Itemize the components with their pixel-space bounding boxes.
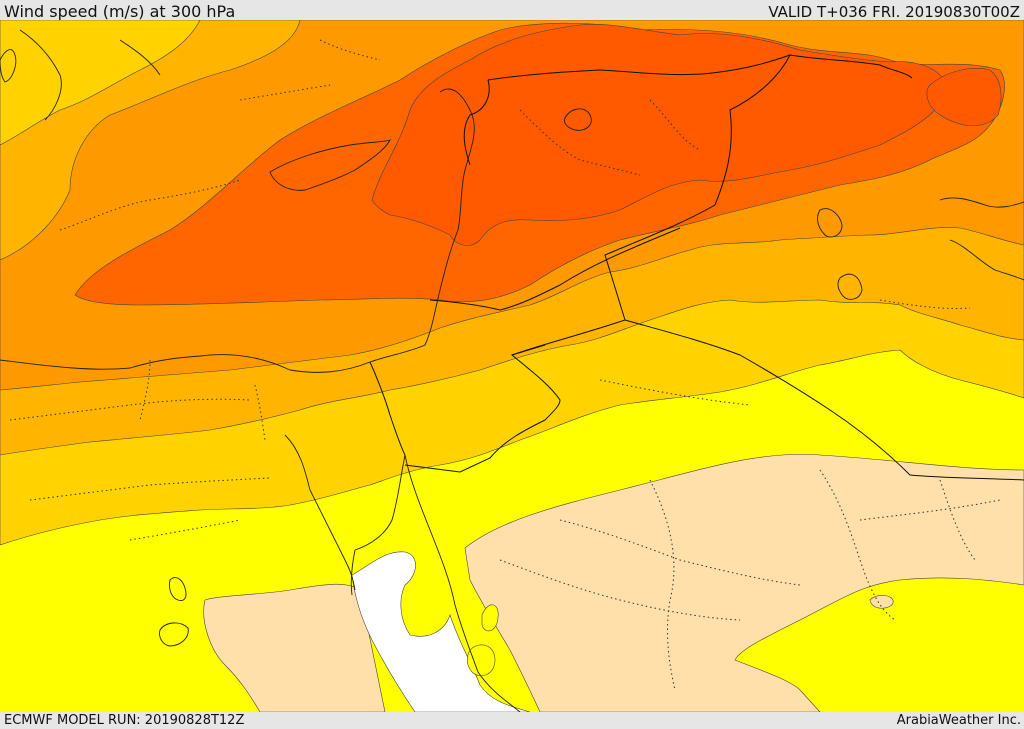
model-run: ECMWF MODEL RUN: 20190828T12Z [4,713,245,728]
band-yellow-spot2 [481,604,499,632]
band-yellow-spot1 [466,644,496,676]
footer-bar: ECMWF MODEL RUN: 20190828T12Z ArabiaWeat… [0,712,1024,729]
map-title: Wind speed (m/s) at 300 hPa [4,2,236,21]
band-red-orange [371,24,946,246]
band-red-orange-east [926,68,1002,126]
map-canvas [0,20,1024,712]
credit: ArabiaWeather Inc. [896,713,1021,728]
band-tan-arabia [464,453,1024,712]
wind-speed-map [0,20,1024,712]
admin-boundaries [9,39,1001,691]
country-borders [369,54,1024,481]
header-bar: Wind speed (m/s) at 300 hPa VALID T+036 … [0,0,1024,21]
band-white [351,551,531,712]
valid-time: VALID T+036 FRI. 20190830T00Z [768,3,1020,21]
